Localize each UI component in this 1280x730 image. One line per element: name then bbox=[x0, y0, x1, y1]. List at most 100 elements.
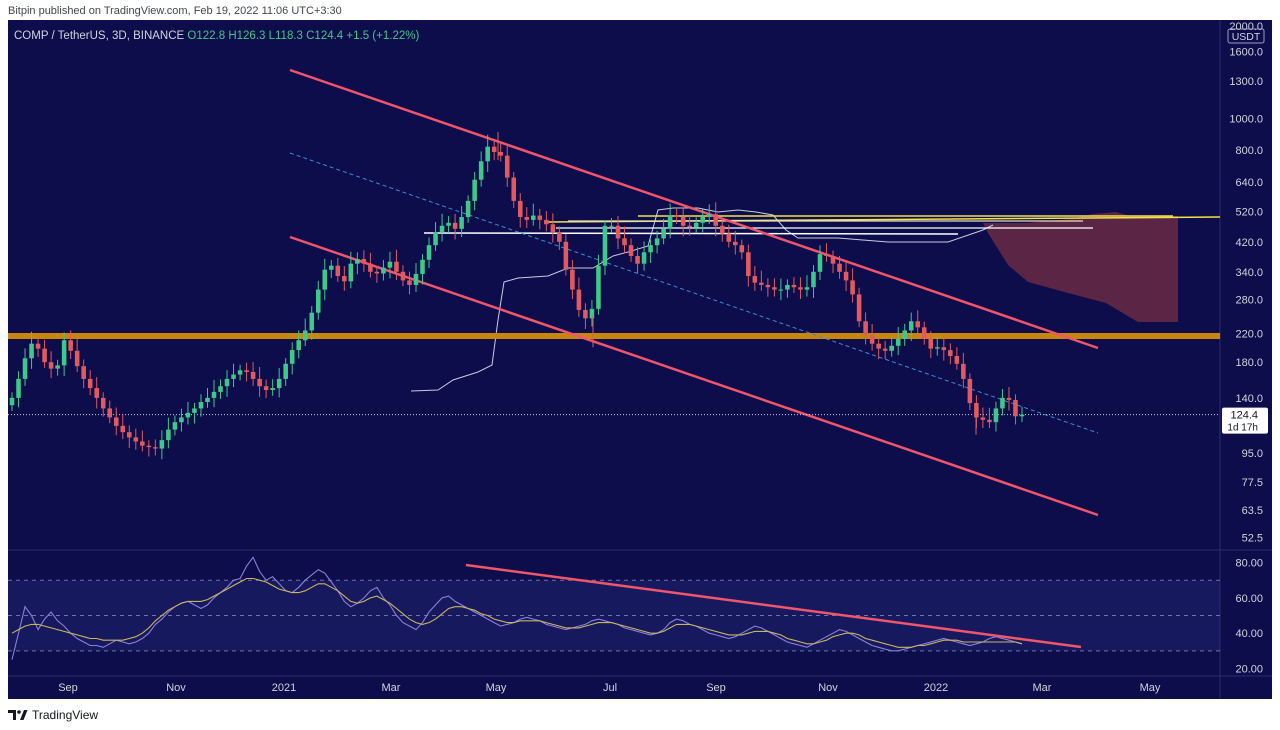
candle-body bbox=[348, 263, 354, 282]
candle-body bbox=[895, 338, 901, 346]
candle-body bbox=[739, 245, 745, 253]
candle-body bbox=[1000, 397, 1005, 409]
candle bbox=[693, 217, 699, 234]
price-chart[interactable]: Sep Nov 2021 Mar May Jul Sep Nov 2022 Mar May 1600.… bbox=[8, 20, 1272, 699]
candle-body bbox=[615, 225, 621, 239]
candle-body bbox=[726, 233, 732, 242]
candle bbox=[817, 245, 823, 280]
candle-body bbox=[166, 429, 171, 441]
tradingview-brand[interactable]: TradingView bbox=[8, 707, 98, 723]
candle-body bbox=[120, 425, 126, 433]
candle bbox=[733, 230, 738, 255]
legend-change: +1.5 (+1.22%) bbox=[346, 30, 419, 42]
candle bbox=[452, 213, 458, 240]
candle-body bbox=[426, 245, 432, 260]
candle bbox=[439, 213, 445, 242]
candle bbox=[544, 211, 549, 232]
candle-body bbox=[843, 271, 849, 281]
candle bbox=[589, 300, 595, 327]
candle-body bbox=[322, 269, 328, 290]
candle bbox=[667, 203, 673, 239]
candle-body bbox=[296, 340, 301, 351]
candle bbox=[185, 401, 191, 425]
x-tick-label: May bbox=[486, 682, 507, 694]
candle-body bbox=[439, 225, 445, 232]
candle bbox=[74, 338, 80, 372]
candle bbox=[563, 234, 569, 276]
candle-body bbox=[459, 216, 464, 229]
candle bbox=[602, 220, 608, 276]
candle-body bbox=[231, 374, 236, 379]
candle-body bbox=[759, 282, 764, 285]
candle-body bbox=[172, 422, 178, 430]
candle bbox=[935, 337, 940, 356]
candle bbox=[583, 303, 588, 329]
candle-body bbox=[68, 340, 73, 351]
candle bbox=[133, 428, 139, 450]
x-tick-label: Sep bbox=[706, 682, 726, 694]
candle-body bbox=[394, 261, 399, 272]
candle bbox=[648, 239, 653, 263]
candle bbox=[908, 312, 914, 342]
candle bbox=[987, 407, 992, 428]
candle bbox=[211, 379, 217, 408]
y-tick-label: 1000.0 bbox=[1229, 113, 1263, 125]
y-tick-label: 800.0 bbox=[1235, 145, 1263, 157]
candle bbox=[413, 262, 419, 292]
candle-body bbox=[772, 287, 777, 290]
candle-body bbox=[583, 309, 588, 319]
candle bbox=[420, 254, 425, 285]
x-tick-label: Mar bbox=[382, 682, 401, 694]
candle bbox=[498, 143, 503, 162]
candle bbox=[557, 226, 562, 250]
candle bbox=[1000, 389, 1005, 416]
x-tick-label: 2021 bbox=[272, 682, 296, 694]
candle-body bbox=[511, 177, 517, 201]
y-tick-label: 1600.0 bbox=[1229, 47, 1263, 59]
candle bbox=[889, 335, 894, 357]
channel-mid-line bbox=[289, 152, 1099, 434]
x-tick-label: 2022 bbox=[924, 682, 948, 694]
candle bbox=[446, 216, 451, 233]
candle-body bbox=[16, 378, 21, 398]
candle-body bbox=[22, 358, 28, 379]
candle-body bbox=[654, 238, 660, 246]
y-tick-label: 520.0 bbox=[1235, 206, 1263, 218]
legend-symbol: COMP / TetherUS, 3D, BINANCE bbox=[14, 30, 187, 42]
last-price-tag: 124.41d 17h bbox=[1222, 407, 1268, 434]
candle-body bbox=[237, 370, 243, 375]
candle bbox=[746, 244, 751, 287]
candle-body bbox=[368, 263, 373, 272]
candle bbox=[87, 370, 93, 396]
currency-box-border bbox=[1227, 28, 1265, 44]
candle bbox=[433, 222, 438, 251]
candle-body bbox=[387, 261, 393, 268]
candle bbox=[687, 214, 692, 236]
candle-body bbox=[635, 255, 640, 264]
candle bbox=[159, 430, 165, 460]
candle bbox=[224, 370, 230, 397]
chart-panel[interactable]: Sep Nov 2021 Mar May Jul Sep Nov 2022 Mar May 1600.… bbox=[8, 20, 1272, 699]
x-tick-label: Jul bbox=[603, 682, 617, 694]
candle bbox=[289, 342, 295, 375]
candle bbox=[941, 335, 947, 361]
candle-body bbox=[576, 289, 582, 310]
candle bbox=[1013, 394, 1018, 425]
candle bbox=[100, 392, 106, 417]
candle-body bbox=[29, 343, 34, 359]
tradingview-logo-icon bbox=[8, 710, 28, 720]
candle-body bbox=[746, 252, 751, 277]
candle bbox=[576, 277, 582, 317]
candle-body bbox=[700, 216, 705, 223]
candle-body bbox=[74, 350, 80, 367]
candle-body bbox=[948, 350, 953, 356]
candle-body bbox=[798, 287, 803, 290]
candle bbox=[270, 379, 275, 396]
candle bbox=[622, 226, 627, 254]
candle-body bbox=[524, 216, 530, 220]
candle bbox=[127, 425, 132, 449]
candle bbox=[1019, 406, 1025, 423]
candle bbox=[335, 257, 341, 282]
y-tick-label: 340.0 bbox=[1235, 267, 1263, 279]
candle-body bbox=[752, 276, 758, 283]
